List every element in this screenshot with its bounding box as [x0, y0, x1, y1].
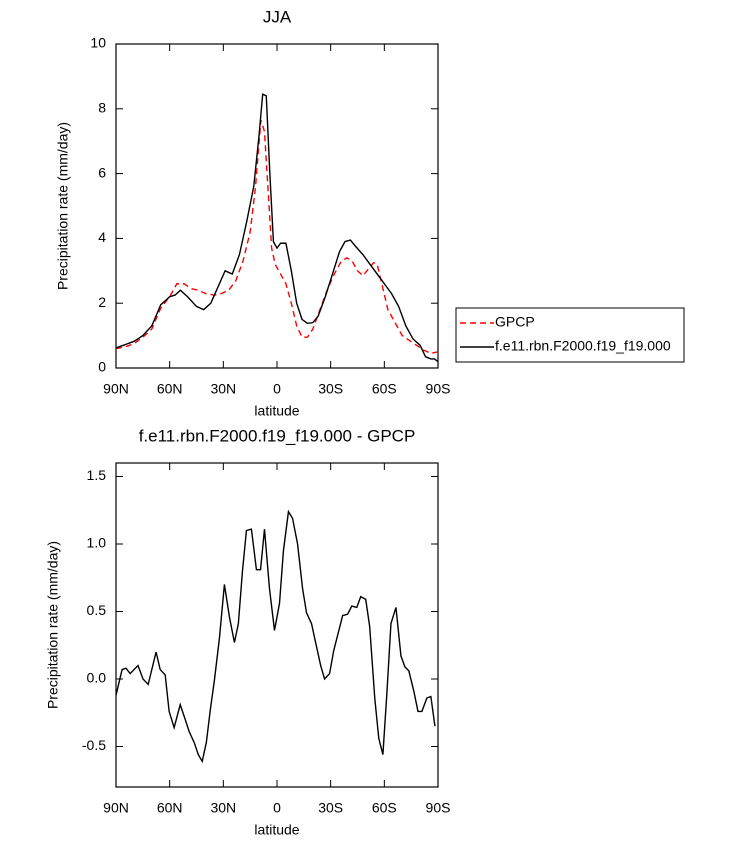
plot-frame: [115, 43, 439, 369]
y-axis-label: Precipitation rate (mm/day): [45, 541, 61, 709]
x-axis-label: latitude: [254, 403, 299, 419]
y-tick-label: 0: [98, 359, 106, 375]
x-tick-label: 0: [273, 800, 281, 816]
y-tick-label: 6: [98, 164, 106, 180]
x-tick-label: 30N: [210, 800, 236, 816]
y-tick-label: 1.0: [87, 535, 107, 551]
y-axis-label: Precipitation rate (mm/day): [55, 122, 71, 290]
y-tick-label: 0.5: [87, 602, 107, 618]
x-tick-label: 60S: [372, 800, 397, 816]
y-tick-label: 1.5: [87, 467, 107, 483]
x-tick-label: 0: [273, 381, 281, 397]
x-tick-label: 30S: [318, 800, 343, 816]
data-line: [115, 93, 439, 363]
y-tick-label: 0.0: [87, 670, 107, 686]
y-tick-label: 8: [98, 100, 106, 116]
x-tick-label: 30N: [210, 381, 236, 397]
legend-label: f.e11.rbn.F2000.f19_f19.000: [495, 338, 671, 354]
data-line: [115, 509, 436, 764]
data-line: [115, 119, 439, 355]
legend-box: [455, 307, 685, 363]
x-tick-label: 90N: [103, 381, 129, 397]
y-tick-label: 2: [98, 294, 106, 310]
x-tick-label: 90N: [103, 800, 129, 816]
x-tick-label: 60S: [372, 381, 397, 397]
plot-frame: [115, 462, 439, 788]
chart-title: JJA: [263, 7, 292, 26]
y-tick-label: 10: [90, 35, 106, 51]
x-tick-label: 90S: [426, 800, 451, 816]
y-tick-label: 4: [98, 229, 106, 245]
x-axis-label: latitude: [254, 822, 299, 838]
x-tick-label: 30S: [318, 381, 343, 397]
x-tick-label: 90S: [426, 381, 451, 397]
x-tick-label: 60N: [157, 800, 183, 816]
y-tick-label: -0.5: [82, 737, 106, 753]
legend-label: GPCP: [495, 314, 535, 330]
x-tick-label: 60N: [157, 381, 183, 397]
chart-title: f.e11.rbn.F2000.f19_f19.000 - GPCP: [139, 426, 416, 445]
